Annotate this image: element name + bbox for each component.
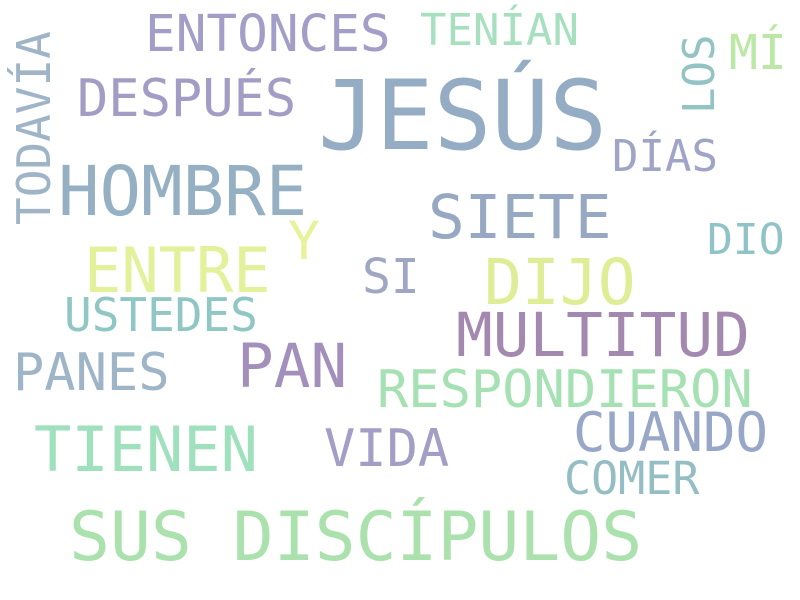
word-dijo: DIJO (484, 246, 636, 319)
word-jesus: JESÚS (318, 60, 607, 172)
word-dio: DIO (707, 215, 785, 265)
word-pan: PAN (237, 331, 348, 402)
word-siete: SIETE (428, 182, 612, 253)
word-panes: PANES (13, 343, 170, 403)
word-ustedes: USTEDES (64, 288, 258, 342)
word-comer: COMER (564, 452, 700, 505)
word-mi: MÍ (729, 25, 787, 81)
word-tenian: TENÍAN (420, 5, 579, 56)
word-tienen: TIENEN (34, 413, 258, 486)
word-y: Y (288, 211, 320, 272)
word-los: LOS (674, 34, 725, 114)
word-despues: DESPUÉS (77, 69, 297, 129)
word-todavia: TODAVÍA (7, 31, 61, 225)
word-cuando: CUANDO (573, 401, 769, 464)
word-hombre: HOMBRE (58, 152, 308, 232)
word-multitud: MULTITUD (456, 300, 750, 371)
word-si: SI (362, 249, 420, 305)
word-dias: DÍAS (612, 131, 718, 182)
word-entre: ENTRE (84, 234, 271, 307)
word-entonces: ENTONCES (145, 5, 391, 64)
word-sus-discipulos: SUS DISCÍPULOS (69, 498, 643, 577)
word-respondieron: RESPONDIERON (377, 360, 753, 420)
word-vida: VIDA (324, 419, 450, 479)
